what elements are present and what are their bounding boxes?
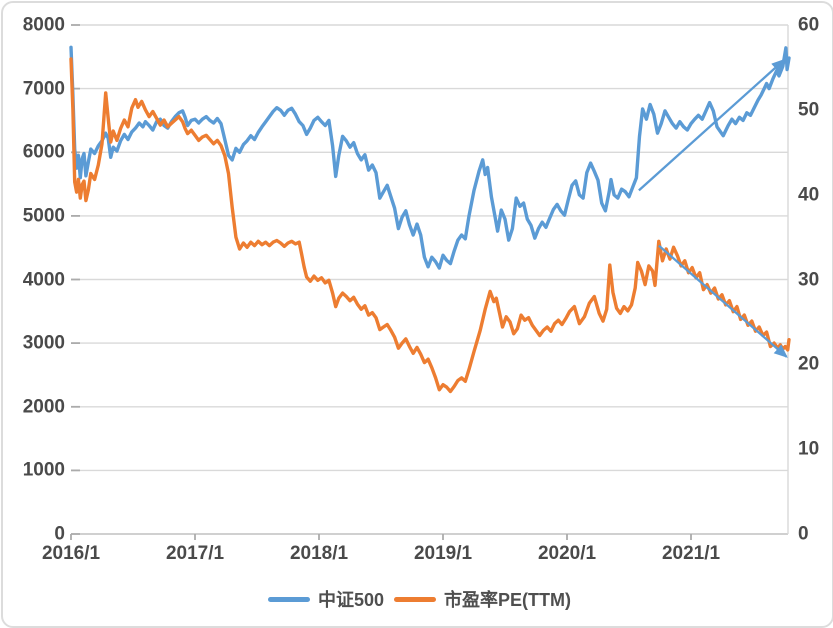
chart-area: 8000 7000 6000 5000 4000 3000 2000 1000 0 60 50 40 3…	[3, 3, 832, 626]
trend-arrow-up[interactable]	[638, 58, 786, 192]
y-axis-label-left: 4000	[22, 269, 65, 290]
legend-line-sample-orange	[394, 596, 437, 602]
legend-label-pe-ttm: 市盈率PE(TTM)	[444, 590, 572, 610]
y-axis-label-right: 20	[798, 353, 820, 375]
chart-legend: 中证500 市盈率PE(TTM)	[3, 586, 832, 612]
trend-arrow-down[interactable]	[658, 244, 788, 358]
legend-label-csi500: 中证500	[317, 590, 385, 610]
y-axis-label-left: 0	[54, 523, 65, 545]
legend-item-pe-ttm[interactable]: 市盈率PE(TTM)	[394, 586, 571, 612]
y-axis-label-right: 40	[798, 184, 820, 206]
line-chart-plot	[69, 24, 791, 540]
legend-item-csi500[interactable]: 中证500	[267, 586, 385, 612]
y-axis-label-right: 60	[798, 14, 820, 36]
y-axis-label-left: 5000	[22, 205, 65, 227]
y-axis-label-right: 0	[798, 523, 809, 545]
y-axis-label-left: 6000	[22, 141, 65, 163]
y-axis-label-right: 30	[798, 269, 820, 290]
y-axis-label-left: 8000	[22, 14, 65, 36]
y-axis-label-left: 3000	[22, 332, 65, 354]
legend-line-sample-blue	[267, 596, 310, 602]
y-axis-label-left: 2000	[22, 396, 65, 418]
series-line[interactable]	[69, 45, 791, 270]
x-axis-label: 2019/1	[413, 543, 473, 564]
y-axis-label-left: 7000	[22, 78, 65, 100]
y-axis-label-right: 50	[798, 99, 820, 121]
series-line[interactable]	[69, 57, 791, 394]
y-axis-label-left: 1000	[22, 459, 65, 481]
x-axis-label: 2016/1	[41, 543, 101, 564]
x-axis-label: 2021/1	[661, 543, 721, 564]
y-axis-label-right: 10	[798, 438, 820, 460]
x-axis-label: 2017/1	[165, 543, 225, 564]
x-axis-label: 2020/1	[537, 543, 597, 564]
x-axis-label: 2018/1	[289, 543, 349, 564]
